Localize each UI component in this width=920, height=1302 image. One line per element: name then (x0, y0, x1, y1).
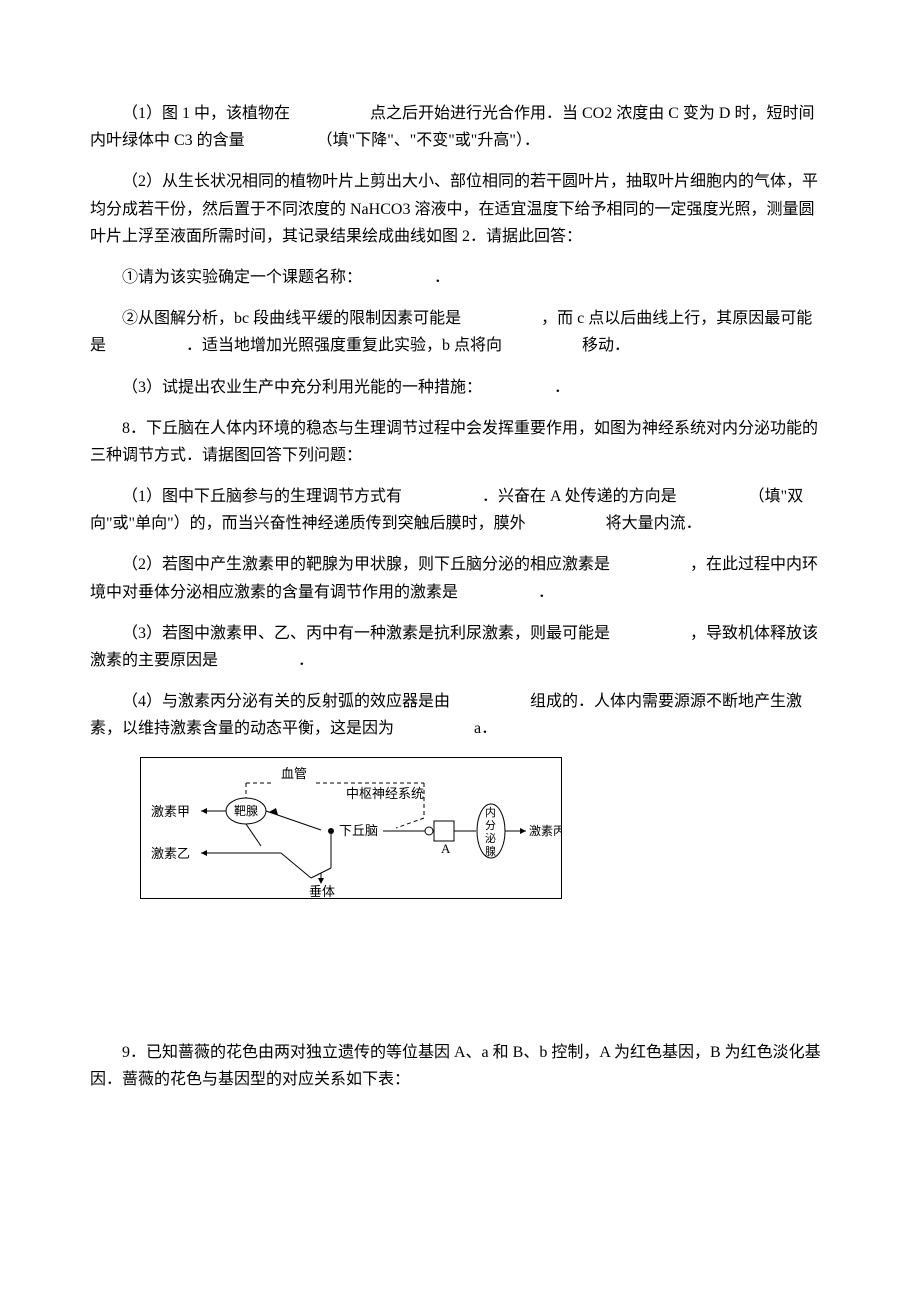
label-endocrine-1: 内 (485, 805, 496, 819)
document-page: （1）图 1 中，该植物在 点之后开始进行光合作用．当 CO2 浓度由 C 变为… (0, 0, 920, 1167)
label-endocrine-4: 腺 (485, 844, 496, 858)
q7-sub2: ②从图解分析，bc 段曲线平缓的限制因素可能是 ，而 c 点以后曲线上行，其原因… (90, 305, 830, 359)
label-hormone-b: 激素乙 (151, 846, 190, 861)
q9-intro: 9．已知蔷薇的花色由两对独立遗传的等位基因 A、a 和 B、b 控制，A 为红色… (90, 1039, 830, 1093)
q8-part2: （2）若图中产生激素甲的靶腺为甲状腺，则下丘脑分泌的相应激素是 ，在此过程中内环… (90, 551, 830, 605)
label-a: A (441, 841, 451, 856)
label-target-gland: 靶腺 (234, 804, 258, 818)
label-hormone-a: 激素甲 (151, 804, 190, 819)
label-blood-vessel: 血管 (281, 766, 307, 781)
label-endocrine-2: 分 (485, 819, 496, 832)
q8-diagram-svg: 血管 中枢神经系统 激素甲 靶腺 下丘脑 (141, 758, 561, 898)
label-pituitary: 垂体 (309, 884, 335, 898)
label-hypothalamus: 下丘脑 (339, 823, 378, 838)
q7-part1: （1）图 1 中，该植物在 点之后开始进行光合作用．当 CO2 浓度由 C 变为… (90, 100, 830, 154)
q8-intro: 8．下丘脑在人体内环境的稳态与生理调节过程中会发挥重要作用，如图为神经系统对内分… (90, 415, 830, 469)
q8-diagram: 血管 中枢神经系统 激素甲 靶腺 下丘脑 (140, 757, 562, 899)
label-cns: 中枢神经系统 (346, 786, 424, 801)
label-hormone-c: 激素丙 (529, 824, 561, 838)
q8-part3: （3）若图中激素甲、乙、丙中有一种激素是抗利尿激素，则最可能是 ，导致机体释放该… (90, 620, 830, 674)
label-endocrine-3: 泌 (485, 832, 496, 845)
q8-part1: （1）图中下丘脑参与的生理调节方式有 ．兴奋在 A 处传递的方向是 （填"双向"… (90, 483, 830, 537)
q7-part2: （2）从生长状况相同的植物叶片上剪出大小、部位相同的若干圆叶片，抽取叶片细胞内的… (90, 168, 830, 250)
q8-part4: （4）与激素丙分泌有关的反射弧的效应器是由 组成的．人体内需要源源不断地产生激素… (90, 688, 830, 742)
q7-part3: （3）试提出农业生产中充分利用光能的一种措施： ． (90, 374, 830, 401)
q7-sub1: ①请为该实验确定一个课题名称： ． (90, 264, 830, 291)
